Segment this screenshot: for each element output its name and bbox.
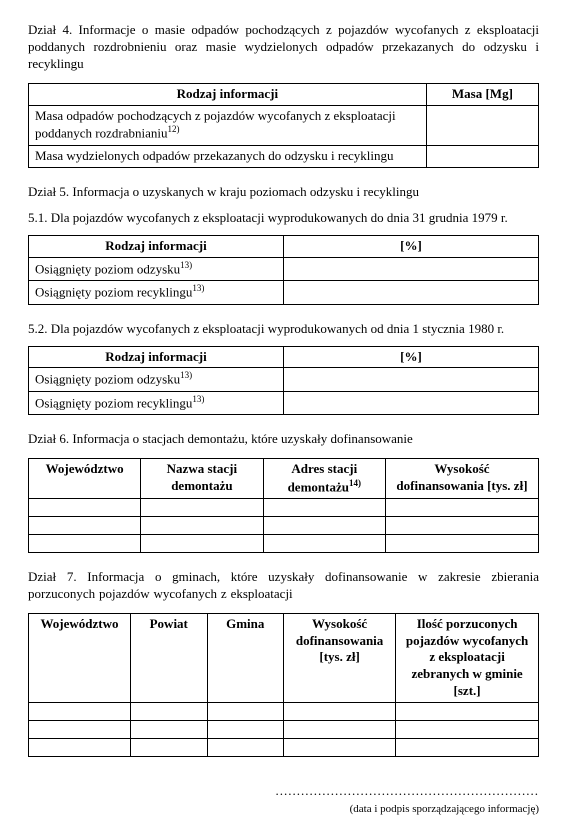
dzial4-row1-value [426,105,538,145]
dzial6-col-nazwa: Nazwa stacji demontażu [141,458,263,498]
cell-value [284,368,539,391]
row-recykl: Osiągnięty poziom recyklingu13) [29,281,284,304]
dzial5-1-heading: 5.1. Dla pojazdów wycofanych z eksploata… [28,210,539,227]
footer: ........................................… [28,783,539,816]
table-row [29,498,539,516]
dzial7-col-woj: Województwo [29,613,131,702]
dzial7-table: Województwo Powiat Gmina Wysokość dofina… [28,613,539,757]
dzial7-col-ilosc: Ilość porzuconych pojazdów wycofanych z … [396,613,539,702]
table-row [29,534,539,552]
table-row: Osiągnięty poziom recyklingu13) [29,391,539,414]
footnote-ref: 13) [180,370,192,380]
row-odzysk: Osiągnięty poziom odzysku13) [29,368,284,391]
table-row: Osiągnięty poziom odzysku13) [29,368,539,391]
cell-value [284,281,539,304]
dzial5-2-table: Rodzaj informacji [%] Osiągnięty poziom … [28,346,539,415]
signature-caption: (data i podpis sporządzającego informacj… [28,802,539,816]
footnote-ref: 13) [192,283,204,293]
dzial5-col-info: Rodzaj informacji [29,346,284,368]
table-row: Osiągnięty poziom odzysku13) [29,258,539,281]
dzial5-2-heading: 5.2. Dla pojazdów wycofanych z eksploata… [28,321,539,338]
dzial7-col-gmina: Gmina [207,613,284,702]
table-row: Masa odpadów pochodzących z pojazdów wyc… [29,105,539,145]
dzial6-col-woj: Województwo [29,458,141,498]
table-row: Masa wydzielonych odpadów przekazanych d… [29,145,539,167]
dzial4-row1: Masa odpadów pochodzących z pojazdów wyc… [29,105,427,145]
footnote-ref: 14) [349,478,361,488]
table-row: Osiągnięty poziom recyklingu13) [29,281,539,304]
footnote-ref: 13) [192,394,204,404]
dzial4-row2: Masa wydzielonych odpadów przekazanych d… [29,145,427,167]
dzial7-title: Dział 7. Informacja o gminach, które uzy… [28,569,539,603]
dzial4-col-masa: Masa [Mg] [426,83,538,105]
table-row [29,516,539,534]
row-recykl: Osiągnięty poziom recyklingu13) [29,391,284,414]
dzial5-title: Dział 5. Informacja o uzyskanych w kraju… [28,184,539,201]
dzial7-col-pow: Powiat [131,613,208,702]
signature-line: ........................................… [28,783,539,800]
dzial4-title: Dział 4. Informacje o masie odpadów poch… [28,22,539,73]
dzial6-title: Dział 6. Informacja o stacjach demontażu… [28,431,539,448]
dzial4-col-info: Rodzaj informacji [29,83,427,105]
dzial5-col-pct: [%] [284,236,539,258]
table-row [29,703,539,721]
dzial4-table: Rodzaj informacji Masa [Mg] Masa odpadów… [28,83,539,168]
footnote-ref: 13) [180,260,192,270]
dzial7-col-wys: Wysokość dofinansowania [tys. zł] [284,613,396,702]
dzial5-col-info: Rodzaj informacji [29,236,284,258]
dzial6-col-wys: Wysokość dofinansowania [tys. zł] [385,458,538,498]
footnote-ref: 12) [167,124,179,134]
table-row [29,721,539,739]
dzial5-col-pct: [%] [284,346,539,368]
table-row [29,739,539,757]
row-odzysk: Osiągnięty poziom odzysku13) [29,258,284,281]
dzial5-1-table: Rodzaj informacji [%] Osiągnięty poziom … [28,235,539,304]
dzial4-row2-value [426,145,538,167]
cell-value [284,258,539,281]
dzial6-table: Województwo Nazwa stacji demontażu Adres… [28,458,539,553]
cell-value [284,391,539,414]
dzial6-col-adres: Adres stacji demontażu14) [263,458,385,498]
